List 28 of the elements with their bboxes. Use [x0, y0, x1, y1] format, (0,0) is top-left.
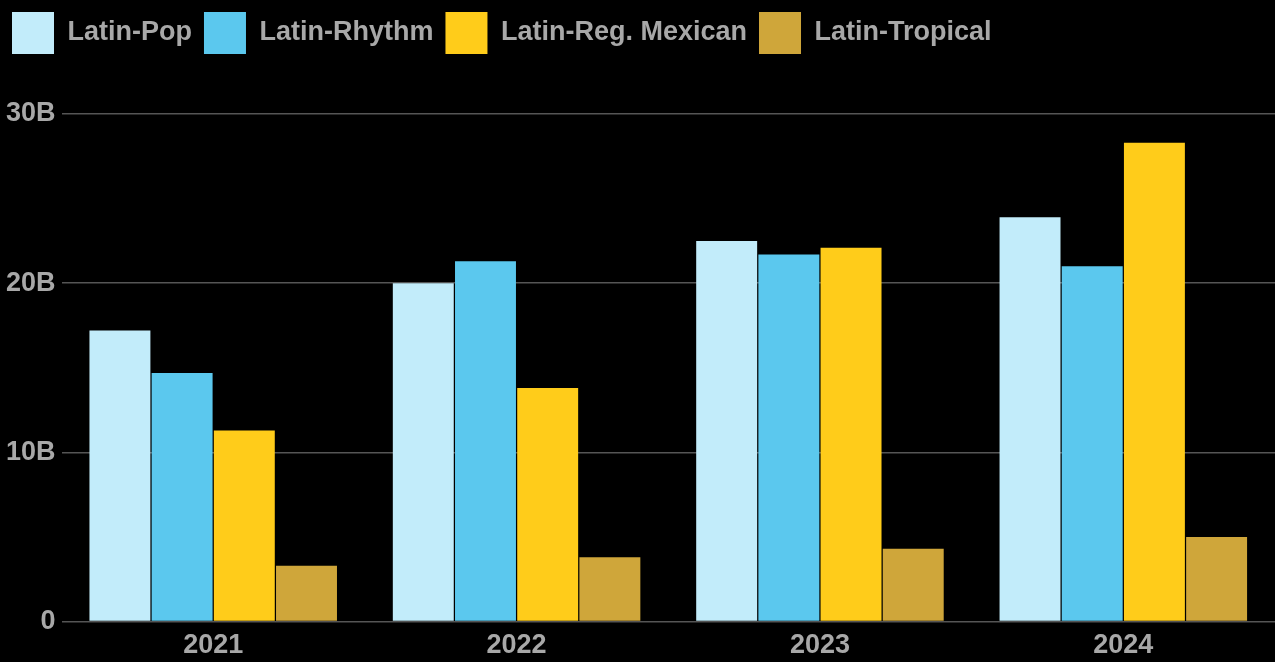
legend-label: Latin-Reg. Mexican — [500, 16, 748, 47]
bar — [882, 548, 944, 621]
y-tick-label: 20B — [6, 266, 56, 297]
legend-label: Latin-Rhythm — [259, 16, 434, 47]
bar — [1061, 266, 1123, 621]
x-tick-label: 2021 — [183, 629, 244, 660]
bar — [276, 565, 337, 621]
bar — [213, 430, 275, 621]
bar — [1186, 537, 1248, 621]
bar — [820, 247, 882, 621]
bar — [999, 217, 1061, 621]
bar — [579, 557, 641, 621]
legend-label: Latin-Pop — [67, 16, 192, 47]
y-tick-label: 10B — [6, 435, 56, 466]
bar — [455, 261, 516, 621]
x-tick-label: 2024 — [1093, 629, 1154, 660]
bar — [151, 372, 213, 621]
bar — [517, 388, 579, 621]
bar — [1123, 142, 1185, 621]
bar — [758, 254, 820, 621]
x-tick-label: 2022 — [486, 629, 547, 660]
legend-label: Latin-Tropical — [814, 16, 992, 47]
bar — [392, 283, 454, 621]
y-tick-label: 30B — [6, 97, 56, 128]
y-tick-label: 0 — [40, 605, 56, 636]
bar — [696, 240, 758, 621]
bar — [89, 330, 151, 621]
x-tick-label: 2023 — [789, 629, 850, 660]
